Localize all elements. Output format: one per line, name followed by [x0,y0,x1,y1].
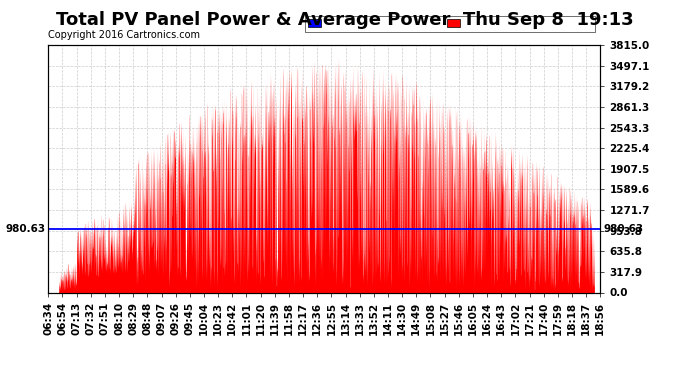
Text: Copyright 2016 Cartronics.com: Copyright 2016 Cartronics.com [48,30,200,40]
Text: Total PV Panel Power & Average Power  Thu Sep 8  19:13: Total PV Panel Power & Average Power Thu… [56,11,634,29]
Legend: Average  (DC Watts), PV Panels  (DC Watts): Average (DC Watts), PV Panels (DC Watts) [305,15,595,32]
Text: 980.63: 980.63 [6,224,46,234]
Text: 980.63: 980.63 [603,224,643,234]
